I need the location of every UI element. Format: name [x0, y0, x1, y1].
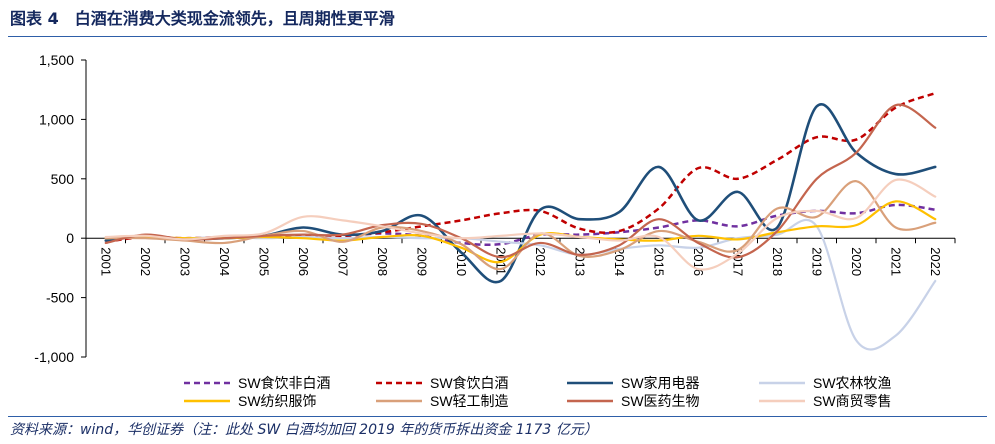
legend-label: SW医药生物 [621, 393, 700, 409]
y-tick-label: -500 [46, 290, 74, 306]
x-tick-label: 2019 [809, 247, 824, 276]
series-line-pharma-biotech [104, 103, 937, 259]
x-tick-label: 2022 [928, 247, 943, 276]
x-tick-label: 2003 [177, 247, 192, 276]
x-tick-label: 2004 [217, 247, 232, 276]
y-tick-label: -1,000 [34, 349, 74, 365]
legend-label: SW食饮白酒 [430, 375, 509, 391]
legend-swatch [567, 399, 613, 403]
series-lines [104, 92, 937, 351]
legend-label: SW家用电器 [621, 375, 700, 391]
figure-number: 图表 4 [10, 9, 59, 28]
legend-label: SW商贸零售 [813, 393, 892, 409]
legend-item-food-bev-non-baijiu: SW食饮非白酒 [183, 374, 375, 392]
chart-title: 白酒在消费大类现金流领先，且周期性更平滑 [74, 9, 395, 28]
y-tick-label: 500 [51, 171, 75, 187]
legend-label: SW纺织服饰 [238, 393, 317, 409]
legend-item-pharma-biotech: SW医药生物 [566, 392, 758, 410]
figure-title: 图表 4 白酒在消费大类现金流领先，且周期性更平滑 [10, 9, 395, 29]
x-tick-label: 2020 [849, 247, 864, 276]
x-tick-label: 2008 [375, 247, 390, 276]
x-tick-label: 2015 [651, 247, 666, 276]
x-tick-label: 2016 [691, 247, 706, 276]
legend-label: SW农林牧渔 [813, 375, 892, 391]
x-tick-label: 2018 [770, 247, 785, 276]
chart-legend: SW食饮非白酒 SW食饮白酒 SW家用电器 SW农林牧渔 SW纺织服饰 SW轻工… [183, 374, 948, 410]
legend-label: SW食饮非白酒 [238, 375, 331, 391]
y-tick-label: 1,500 [39, 52, 74, 68]
legend-item-light-industry: SW轻工制造 [375, 392, 566, 410]
x-tick-label: 2009 [414, 247, 429, 276]
legend-item-retail-trade: SW商贸零售 [758, 392, 948, 410]
x-tick-label: 2013 [572, 247, 587, 276]
legend-swatch [567, 381, 613, 385]
x-tick-label: 2014 [612, 247, 627, 276]
legend-item-textile-apparel: SW纺织服饰 [183, 392, 375, 410]
legend-swatch [184, 399, 230, 403]
legend-item-agriculture: SW农林牧渔 [758, 374, 948, 392]
y-tick-label: 0 [66, 230, 74, 246]
x-tick-label: 2006 [296, 247, 311, 276]
source-note: 资料来源：wind，华创证券（注：此处 SW 白酒均加回 2019 年的货币拆出… [10, 422, 598, 438]
axes: 1,500 1,000 500 0 -500 -1,000 2001 2002 2003 2004… [34, 52, 956, 365]
y-tick-label: 1,000 [39, 111, 74, 127]
legend-item-home-appliances: SW家用电器 [566, 374, 758, 392]
x-tick-label: 2005 [256, 247, 271, 276]
x-tick-label: 2001 [98, 247, 113, 276]
legend-swatch [376, 399, 422, 403]
x-tick-label: 2002 [138, 247, 153, 276]
footer-divider [8, 416, 987, 417]
legend-swatch [184, 381, 230, 385]
legend-swatch [376, 381, 422, 385]
legend-item-food-bev-baijiu: SW食饮白酒 [375, 374, 566, 392]
x-tick-label: 2007 [335, 247, 350, 276]
legend-label: SW轻工制造 [430, 393, 509, 409]
title-divider [8, 36, 987, 37]
legend-swatch [759, 381, 805, 385]
x-tick-label: 2012 [533, 247, 548, 276]
series-line-retail-trade [104, 178, 937, 271]
legend-swatch [759, 399, 805, 403]
x-tick-label: 2021 [888, 247, 903, 276]
series-line-food-bev-baijiu [105, 92, 936, 244]
x-tick-label: 2017 [730, 247, 745, 276]
